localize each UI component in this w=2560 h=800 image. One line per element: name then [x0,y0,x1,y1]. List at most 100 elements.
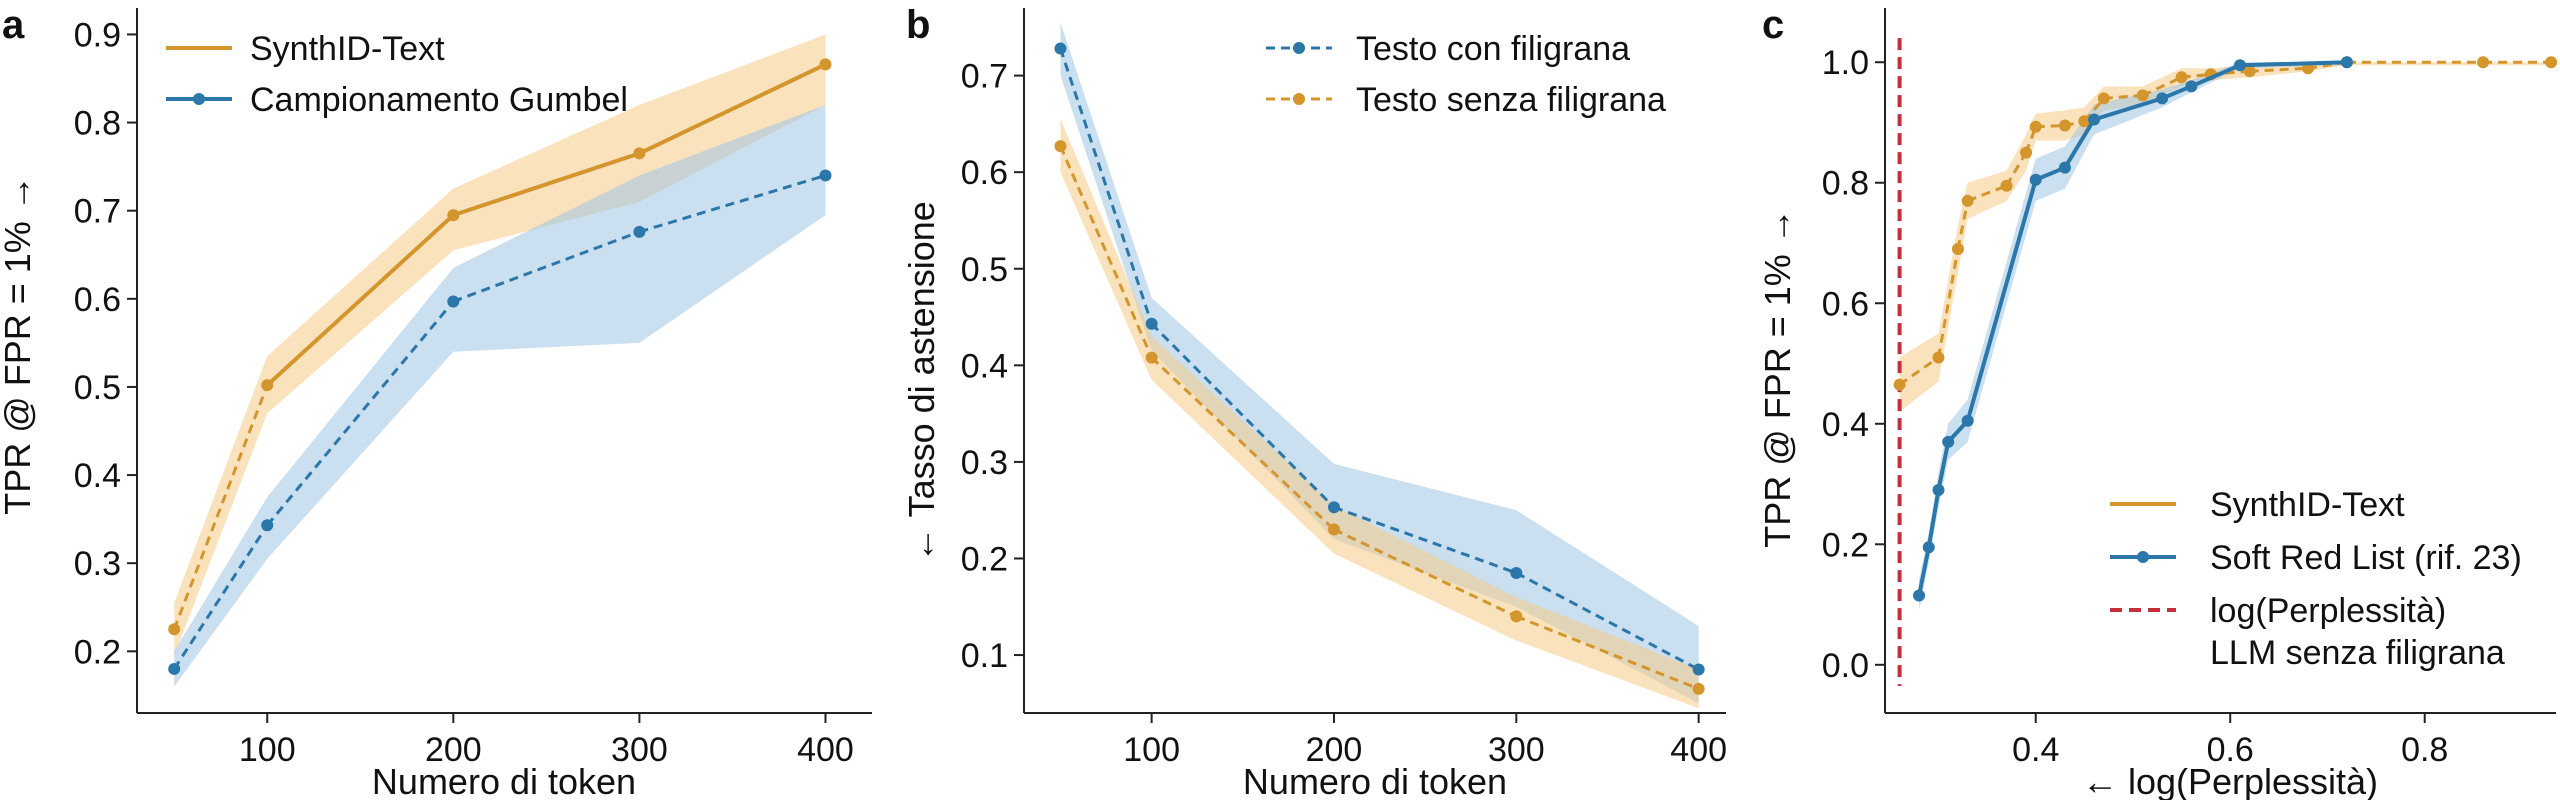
series-line-segment [2005,151,2028,187]
series-line-segment [2239,60,2347,68]
series-line-segment [1965,179,2038,422]
y-tick-label: 0.5 [74,369,121,407]
series-line-segment [1917,546,1931,596]
data-point [1145,317,1158,330]
legend-label-unwatermarked: Testo senza filigrana [1356,81,1666,119]
data-point [2029,120,2042,133]
x-tick-label: 100 [239,731,296,769]
y-tick-label: 0.4 [1822,406,1869,444]
data-point [2078,115,2091,128]
legend-marker-gumbel [193,93,205,105]
legend-label-synthid-c: SynthID-Text [2210,486,2405,524]
y-tick-label: 0.3 [961,444,1008,482]
y-tick-label: 0.9 [74,16,121,54]
series-line-segment [172,524,269,670]
series-line-segment [1936,441,1951,491]
legend-label-watermarked: Testo con filigrana [1356,30,1630,68]
data-point [1145,351,1158,364]
legend-label-synthid: SynthID-Text [250,30,445,68]
legend-marker-watermarked [1293,42,1305,54]
data-point [2136,89,2149,102]
y-tick-label: 0.6 [961,154,1008,192]
series-line-segment [1059,48,1154,325]
data-point [261,379,274,392]
y-tick-label: 0.2 [1822,526,1869,564]
data-point [1054,42,1067,55]
x-tick-label: 0.6 [2207,731,2254,769]
series-line-segment [2103,93,2143,100]
y-tick-label: 0.6 [1822,285,1869,323]
data-point [2088,113,2101,126]
panel-c-plot [1893,38,2558,686]
confidence-band [1060,22,1699,704]
series-line-segment [638,62,827,156]
series-line-segment [2063,118,2096,169]
panel-b-x-axis-title: Numero di token [1243,761,1507,800]
x-tick-label: 300 [611,731,668,769]
data-point [1961,414,1974,427]
series-line-segment [2190,63,2241,89]
data-point [447,295,460,308]
data-point [2058,119,2071,132]
panel-a-x-axis-title: Numero di token [372,761,636,800]
series-line-segment [1150,322,1336,509]
data-point [1932,484,1945,497]
data-point [2545,56,2558,69]
series-line-segment [1333,528,1517,618]
data-point [1510,566,1523,579]
data-point [2340,56,2353,69]
data-point [1692,663,1705,676]
data-point [2020,146,2033,159]
series-line-segment [1515,615,1700,691]
panel-c-ticks: 0.4 0.6 0.8 0.0 0.2 0.4 0.6 0.8 1.0 [1822,44,2449,769]
series-line-segment [2142,75,2183,97]
data-point [261,519,274,532]
y-tick-label: 0.4 [961,347,1008,385]
panel-a-legend: SynthID-Text Campionamento Gumbel [166,30,628,119]
x-tick-label: 0.8 [2401,731,2448,769]
data-point [2185,80,2198,93]
y-tick-label: 0.2 [961,540,1008,578]
series-line-segment [452,230,640,303]
data-point [168,662,181,675]
panel-c-x-axis-title: ← log(Perplessità) [2082,761,2378,800]
series-line-segment [1937,248,1960,358]
panel-a-ticks: 100 200 300 400 0.2 0.3 0.4 0.5 0.6 0.7 0.8 0.9 [74,16,854,769]
confidence-band [1919,62,2347,611]
series-line-segment [1150,356,1336,531]
series-line-segment [1333,505,1517,575]
data-point [2000,179,2013,192]
series-line-segment [1926,489,1941,548]
data-point [168,623,181,636]
y-tick-label: 0.4 [74,457,121,495]
data-point [633,225,646,238]
series-line-segment [1059,145,1154,359]
series-line-segment [638,174,826,234]
legend-label-gumbel: Campionamento Gumbel [250,81,628,119]
y-tick-label: 1.0 [1822,44,1869,82]
y-tick-label: 0.1 [961,637,1008,675]
y-tick-label: 0.7 [961,58,1008,96]
series-line-segment [452,151,641,217]
data-point [1942,435,1955,448]
panel-b-ticks: 100 200 300 400 0.1 0.2 0.3 0.4 0.5 0.6 0.7 [961,58,1727,769]
series-line-segment [1956,200,1970,250]
x-tick-label: 200 [1306,731,1363,769]
y-tick-label: 0.8 [74,105,121,143]
series-line-segment [266,300,455,527]
series-line-segment [2249,66,2309,73]
x-tick-label: 400 [797,731,854,769]
x-tick-label: 0.4 [2012,731,2059,769]
panel-b-legend: Testo con filigrana Testo senza filigran… [1266,30,1666,119]
data-point [819,169,832,182]
series-line-segment [265,213,455,387]
data-point [2029,173,2042,186]
data-point [819,58,832,71]
data-point [2477,56,2490,69]
series-line-segment [1967,184,2008,203]
panel-c-y-axis-title: TPR @ FPR = 1% → [1757,208,1798,548]
data-point [2233,59,2246,72]
panel-letter-c: c [1762,3,1784,47]
y-tick-label: 0.5 [961,251,1008,289]
